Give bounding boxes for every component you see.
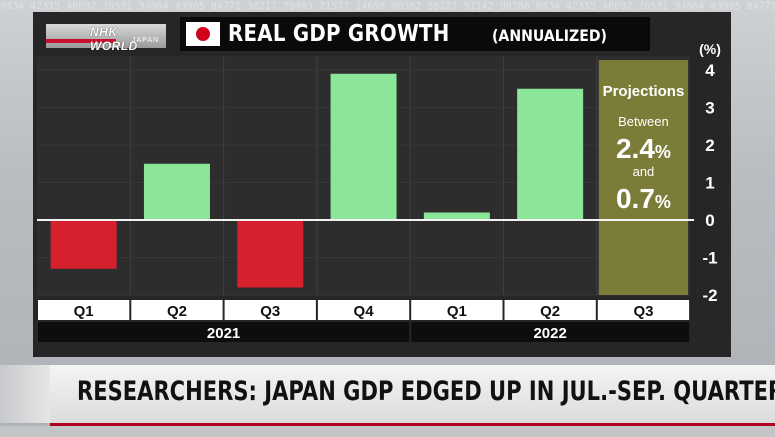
x-tick-label: Q1 [74,303,94,320]
x-tick-label: Q3 [260,303,280,320]
category-cell [411,300,503,320]
category-cell [224,300,316,320]
projection-high-value-unit: % [655,142,671,162]
bottom-strip [0,426,775,437]
bar-2 [143,163,210,220]
chart-subtitle: (ANNUALIZED) [492,26,607,45]
category-cell [38,300,130,320]
x-tick-label: Q1 [447,303,467,320]
news-banner: RESEARCHERS: JAPAN GDP EDGED UP IN JUL.-… [50,365,775,426]
y-tick-label: -2 [702,286,717,305]
year-group-cell [411,322,690,342]
bar-5 [423,212,490,220]
projection-low-value-unit: % [655,192,671,212]
x-tick-label: Q2 [540,303,560,320]
logo-subtext: JAPAN [132,37,160,44]
chart-title-box: REAL GDP GROWTH (ANNUALIZED) [180,17,650,51]
x-tick-label: Q4 [354,303,375,320]
year-group-cell [38,322,410,342]
projection-high-value: 2.4% [616,133,671,164]
flag-sun [196,27,210,41]
y-tick-label: 4 [705,61,715,80]
y-axis-unit-label: (%) [699,41,721,57]
category-cell [597,300,690,320]
y-tick-label: 0 [705,211,714,230]
x-tick-label: Q3 [633,303,653,320]
logo-red-bar [46,39,116,43]
banner-left-edge [0,365,50,423]
projection-heading: Projections [603,83,685,100]
y-tick-label: 2 [705,136,714,155]
projection-box [598,60,689,295]
category-cell [131,300,223,320]
logo-text: NHK WORLD [90,25,138,53]
y-tick-label: 1 [705,174,714,193]
bar-1 [50,220,117,269]
japan-flag-icon [186,22,220,46]
category-cell [317,300,410,320]
x-tick-label: Q2 [167,303,187,320]
projection-and-label: and [633,164,655,179]
year-group-label: 2021 [207,325,240,342]
projection-between-label: Between [618,114,669,129]
y-tick-label: -1 [702,249,717,268]
y-tick-label: 3 [705,99,714,118]
nhk-world-logo: NHK WORLD JAPAN [46,24,166,53]
bar-4 [330,73,397,220]
year-group-label: 2022 [533,325,566,342]
bar-6 [517,88,584,220]
chart-title: REAL GDP GROWTH [228,21,450,47]
category-cell [504,300,596,320]
bar-3 [237,220,304,288]
headline-text: RESEARCHERS: JAPAN GDP EDGED UP IN JUL.-… [77,376,775,407]
